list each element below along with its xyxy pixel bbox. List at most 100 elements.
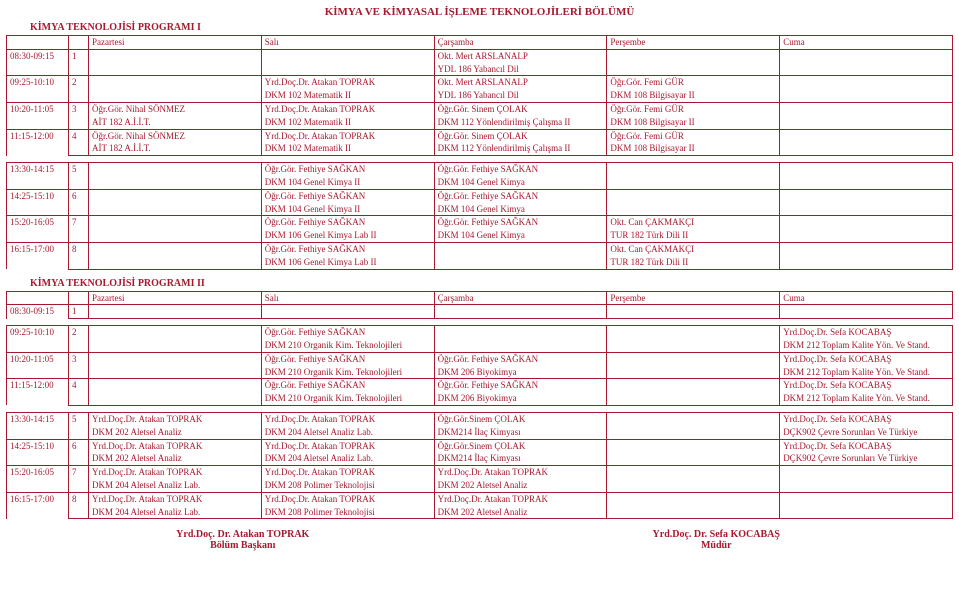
footer: Yrd.Doç. Dr. Atakan TOPRAK Bölüm Başkanı…: [6, 529, 953, 551]
cell-instructor: [261, 49, 434, 62]
slot-number: 5: [69, 412, 89, 439]
table-row: 11:15-12:004Öğr.Gör. Nihal SÖNMEZYrd.Doç…: [7, 129, 953, 142]
cell-course: [89, 229, 262, 242]
cell-course: DKM 204 Aletsel Analiz Lab.: [89, 506, 262, 519]
cell-course: DKM 104 Genel Kimya: [434, 176, 607, 189]
table-row: 14:25-15:106Öğr.Gör. Fethiye SAĞKANÖğr.G…: [7, 189, 953, 202]
cell-course: [89, 392, 262, 405]
header-day: Çarşamba: [434, 36, 607, 50]
table-row: YDL 186 Yabancıl Dil: [7, 63, 953, 76]
cell-course: [89, 256, 262, 269]
cell-instructor: [607, 439, 780, 452]
slot-number: 6: [69, 189, 89, 216]
cell-course: DKM 104 Genel Kimya II: [261, 176, 434, 189]
cell-course: [780, 312, 953, 319]
table-row: DKM 102 Matematik IIYDL 186 Yabancıl Dil…: [7, 89, 953, 102]
cell-course: DKM 104 Genel Kimya: [434, 203, 607, 216]
table-row: 15:20-16:057Yrd.Doç.Dr. Atakan TOPRAKYrd…: [7, 466, 953, 479]
cell-course: [89, 366, 262, 379]
cell-instructor: Yrd.Doç.Dr. Atakan TOPRAK: [261, 439, 434, 452]
cell-instructor: [780, 129, 953, 142]
cell-course: DKM 210 Organik Kim. Teknolojileri: [261, 339, 434, 352]
cell-instructor: [780, 163, 953, 176]
footer-right-name: Yrd.Doç. Dr. Sefa KOCABAŞ: [480, 529, 954, 540]
cell-course: DKM 208 Polimer Teknolojisi: [261, 479, 434, 492]
cell-course: DKM 202 Aletsel Analiz: [89, 452, 262, 465]
header-blank: [69, 36, 89, 50]
table-row: DKM 202 Aletsel AnalizDKM 204 Aletsel An…: [7, 452, 953, 465]
table-row: DKM 202 Aletsel AnalizDKM 204 Aletsel An…: [7, 426, 953, 439]
cell-course: DKM 204 Aletsel Analiz Lab.: [261, 452, 434, 465]
table-row: AİT 182 A.İ.İ.T.DKM 102 Matematik IIDKM …: [7, 116, 953, 129]
cell-instructor: Öğr.Gör. Femi GÜR: [607, 76, 780, 89]
cell-instructor: Yrd.Doç.Dr. Atakan TOPRAK: [261, 466, 434, 479]
program1-container: PazartesiSalıÇarşambaPerşembeCuma08:30-0…: [6, 35, 953, 270]
cell-instructor: [607, 189, 780, 202]
cell-instructor: [780, 216, 953, 229]
cell-course: [780, 63, 953, 76]
table-row: AİT 182 A.İ.İ.T.DKM 102 Matematik IIDKM …: [7, 142, 953, 155]
cell-course: [780, 176, 953, 189]
slot-number: 3: [69, 352, 89, 379]
cell-instructor: [607, 305, 780, 312]
cell-instructor: [780, 102, 953, 115]
table-row: 15:20-16:057Öğr.Gör. Fethiye SAĞKANÖğr.G…: [7, 216, 953, 229]
cell-course: AİT 182 A.İ.İ.T.: [89, 142, 262, 155]
cell-course: [434, 312, 607, 319]
cell-instructor: Öğr.Gör. Femi GÜR: [607, 102, 780, 115]
time-cell: 08:30-09:15: [7, 305, 69, 319]
cell-course: [780, 89, 953, 102]
cell-instructor: Yrd.Doç.Dr. Atakan TOPRAK: [261, 129, 434, 142]
cell-instructor: Öğr.Gör.Sinem ÇOLAK: [434, 412, 607, 425]
slot-number: 4: [69, 129, 89, 156]
cell-instructor: Yrd.Doç.Dr. Atakan TOPRAK: [89, 466, 262, 479]
slot-number: 5: [69, 163, 89, 190]
header-day: Salı: [261, 36, 434, 50]
cell-instructor: [607, 379, 780, 392]
cell-course: DKM214 İlaç Kimyası: [434, 452, 607, 465]
table-row: 13:30-14:155Yrd.Doç.Dr. Atakan TOPRAKYrd…: [7, 412, 953, 425]
cell-course: DÇK902 Çevre Sorunları Ve Türkiye: [780, 452, 953, 465]
cell-course: [261, 63, 434, 76]
cell-course: DKM 112 Yönlendirilmiş Çalışma II: [434, 116, 607, 129]
slot-number: 1: [69, 305, 89, 319]
cell-instructor: Öğr.Gör. Fethiye SAĞKAN: [434, 189, 607, 202]
header-day: Pazartesi: [89, 36, 262, 50]
cell-instructor: Yrd.Doç.Dr. Sefa KOCABAŞ: [780, 379, 953, 392]
table-row: DKM 210 Organik Kim. TeknolojileriDKM 20…: [7, 392, 953, 405]
cell-course: [607, 426, 780, 439]
footer-left: Yrd.Doç. Dr. Atakan TOPRAK Bölüm Başkanı: [6, 529, 480, 551]
time-cell: 09:25-10:10: [7, 76, 69, 103]
time-cell: 15:20-16:05: [7, 466, 69, 493]
cell-instructor: [89, 49, 262, 62]
cell-course: [89, 312, 262, 319]
cell-course: [607, 176, 780, 189]
cell-course: DKM 108 Bilgisayar II: [607, 89, 780, 102]
cell-course: [780, 142, 953, 155]
table-row: 14:25-15:106Yrd.Doç.Dr. Atakan TOPRAKYrd…: [7, 439, 953, 452]
slot-number: 3: [69, 102, 89, 129]
cell-course: DKM 102 Matematik II: [261, 142, 434, 155]
cell-course: [780, 256, 953, 269]
cell-course: [780, 116, 953, 129]
schedule-table: 13:30-14:155Yrd.Doç.Dr. Atakan TOPRAKYrd…: [6, 412, 953, 519]
cell-course: [89, 89, 262, 102]
cell-instructor: [780, 492, 953, 505]
cell-course: [780, 506, 953, 519]
table-row: DKM 204 Aletsel Analiz Lab.DKM 208 Polim…: [7, 506, 953, 519]
cell-instructor: Öğr.Gör. Fethiye SAĞKAN: [261, 379, 434, 392]
cell-instructor: Öğr.Gör. Nihal SÖNMEZ: [89, 129, 262, 142]
table-row: DKM 104 Genel Kimya IIDKM 104 Genel Kimy…: [7, 203, 953, 216]
cell-instructor: [780, 76, 953, 89]
cell-course: [780, 203, 953, 216]
cell-course: DÇK902 Çevre Sorunları Ve Türkiye: [780, 426, 953, 439]
cell-instructor: Öğr.Gör. Fethiye SAĞKAN: [261, 189, 434, 202]
cell-course: [607, 479, 780, 492]
cell-instructor: Öğr.Gör. Sinem ÇOLAK: [434, 129, 607, 142]
cell-course: [89, 339, 262, 352]
cell-course: DKM 212 Toplam Kalite Yön. Ve Stand.: [780, 366, 953, 379]
cell-course: [607, 506, 780, 519]
cell-instructor: [89, 76, 262, 89]
time-cell: 15:20-16:05: [7, 216, 69, 243]
table-row: DKM 106 Genel Kimya Lab IITUR 182 Türk D…: [7, 256, 953, 269]
